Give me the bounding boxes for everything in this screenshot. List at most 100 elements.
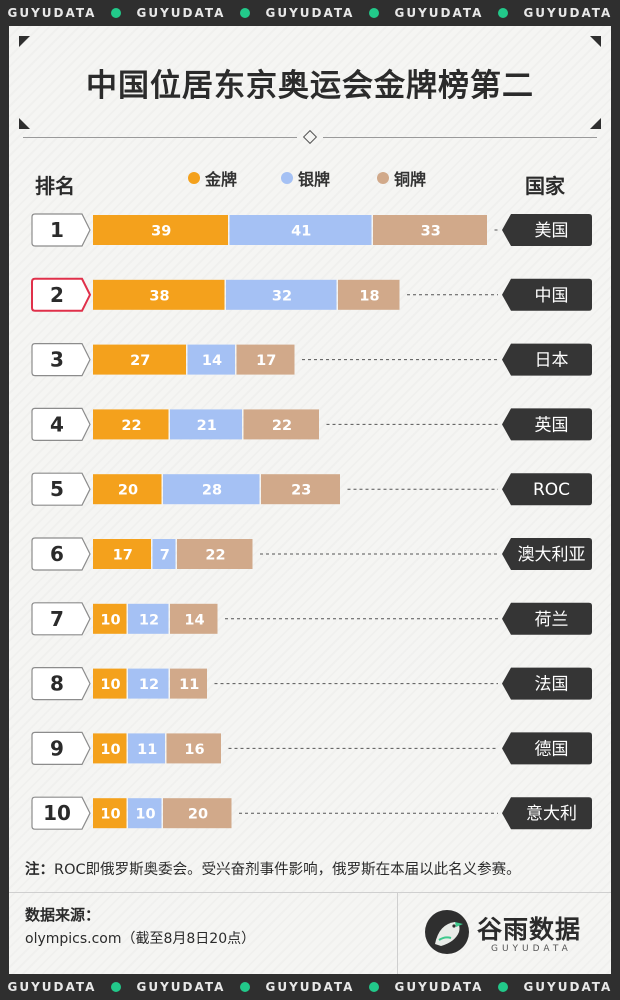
bar-segment bbox=[93, 798, 127, 829]
bar-value-label: 28 bbox=[202, 483, 222, 499]
bar-segment bbox=[170, 668, 207, 699]
source-label: 数据来源： bbox=[25, 906, 101, 924]
brand-strip-text: GUYUDATA bbox=[7, 6, 97, 20]
rank-tab bbox=[31, 472, 91, 506]
footer-divider bbox=[9, 892, 611, 893]
strip-dot bbox=[498, 982, 509, 992]
bar-segment bbox=[93, 539, 151, 569]
bar-value-label: 33 bbox=[421, 224, 441, 240]
legend-item-silver: 银牌 bbox=[281, 166, 330, 190]
legend-item-gold: 金牌 bbox=[188, 166, 237, 190]
rank-tab bbox=[31, 343, 91, 377]
bar-segment bbox=[177, 539, 253, 569]
rank-number: 9 bbox=[50, 736, 64, 760]
bar-segment bbox=[93, 344, 186, 375]
bar-value-label: 23 bbox=[291, 483, 311, 499]
bar-value-label: 22 bbox=[121, 418, 141, 434]
bar-value-label: 39 bbox=[151, 224, 171, 240]
bar-segment bbox=[226, 279, 337, 310]
chart-title: 中国位居东京奥运会金牌榜第二 bbox=[86, 68, 534, 104]
logo-name: 谷雨数据 bbox=[477, 915, 582, 944]
bar-value-label: 32 bbox=[272, 288, 292, 304]
brand-strip-text: GUYUDATA bbox=[136, 980, 226, 994]
bar-segment bbox=[163, 474, 260, 505]
rank-number: 7 bbox=[50, 607, 64, 631]
bar-value-label: 10 bbox=[135, 807, 155, 823]
country-tag bbox=[502, 538, 592, 570]
bar-value-label: 21 bbox=[197, 418, 217, 434]
bar-segment bbox=[128, 603, 169, 634]
bar-segment bbox=[93, 215, 228, 245]
bar-value-label: 10 bbox=[100, 612, 120, 628]
bar-segment bbox=[163, 798, 232, 829]
rank-tab bbox=[31, 213, 91, 247]
country-label: 中国 bbox=[535, 286, 569, 306]
country-label: ROC bbox=[533, 480, 570, 500]
bar-segment bbox=[93, 474, 162, 505]
rank-header: 排名 bbox=[35, 174, 75, 198]
bar-segment bbox=[128, 668, 169, 699]
bar-segment bbox=[170, 409, 242, 440]
country-tag bbox=[502, 473, 592, 506]
legend-swatch bbox=[188, 172, 200, 184]
rank-tab bbox=[31, 537, 91, 571]
brand-strip-text: GUYUDATA bbox=[523, 6, 613, 20]
bar-segment bbox=[187, 344, 235, 375]
country-tag bbox=[502, 797, 592, 830]
bar-segment bbox=[93, 279, 225, 310]
bar-segment bbox=[93, 603, 127, 634]
bar-segment bbox=[236, 344, 295, 375]
corner-mark bbox=[590, 36, 601, 47]
country-tag bbox=[502, 343, 592, 376]
bar-segment bbox=[166, 733, 221, 764]
bar-value-label: 11 bbox=[137, 742, 157, 758]
country-label: 德国 bbox=[535, 739, 569, 759]
bar-segment bbox=[152, 539, 176, 569]
footer-vertical-divider bbox=[397, 892, 398, 974]
strip-dot bbox=[111, 8, 122, 18]
bar-segment bbox=[261, 474, 340, 505]
logo-subtitle: GUYUDATA bbox=[491, 944, 572, 954]
legend-label: 铜牌 bbox=[394, 170, 427, 189]
bar-value-label: 22 bbox=[272, 418, 292, 434]
strip-dot bbox=[240, 8, 251, 18]
rank-number: 8 bbox=[50, 672, 64, 696]
strip-dot bbox=[498, 8, 509, 18]
footnote: 注：ROC即俄罗斯奥委会。受兴奋剂事件影响，俄罗斯在本届以此名义参赛。 bbox=[25, 862, 521, 878]
bar-value-label: 12 bbox=[139, 612, 159, 628]
brand-strip-text: GUYUDATA bbox=[523, 980, 613, 994]
bar-value-label: 14 bbox=[202, 353, 222, 369]
legend-label: 银牌 bbox=[298, 170, 331, 189]
rank-number: 5 bbox=[50, 477, 64, 501]
country-tag bbox=[502, 732, 592, 765]
country-label: 荷兰 bbox=[535, 610, 569, 630]
bar-value-label: 18 bbox=[359, 288, 379, 304]
brand-strip-text: GUYUDATA bbox=[394, 980, 484, 994]
rank-number: 10 bbox=[43, 801, 71, 825]
legend-swatch bbox=[281, 172, 293, 184]
rank-tab bbox=[31, 277, 92, 312]
bar-value-label: 12 bbox=[139, 677, 159, 693]
brand-strip-text: GUYUDATA bbox=[265, 980, 355, 994]
rank-tab bbox=[31, 796, 91, 830]
bar-value-label: 7 bbox=[160, 548, 170, 564]
bar-segment bbox=[170, 603, 218, 634]
country-label: 日本 bbox=[535, 351, 569, 371]
bar-value-label: 27 bbox=[130, 353, 150, 369]
bar-value-label: 38 bbox=[149, 288, 169, 304]
bar-segment bbox=[373, 215, 487, 245]
legend-label: 金牌 bbox=[205, 170, 238, 189]
bird-logo-icon bbox=[425, 910, 469, 954]
rank-number: 2 bbox=[50, 283, 64, 307]
bar-value-label: 41 bbox=[291, 224, 311, 240]
bar-segment bbox=[243, 409, 319, 440]
country-label: 英国 bbox=[535, 415, 569, 435]
footnote-text: ROC即俄罗斯奥委会。受兴奋剂事件影响，俄罗斯在本届以此名义参赛。 bbox=[54, 862, 521, 878]
bar-value-label: 17 bbox=[113, 548, 133, 564]
bar-value-label: 14 bbox=[184, 612, 204, 628]
bar-value-label: 20 bbox=[188, 807, 208, 823]
country-label: 意大利 bbox=[526, 804, 577, 824]
bar-value-label: 10 bbox=[100, 677, 120, 693]
bar-value-label: 10 bbox=[100, 807, 120, 823]
rank-number: 3 bbox=[50, 348, 64, 372]
